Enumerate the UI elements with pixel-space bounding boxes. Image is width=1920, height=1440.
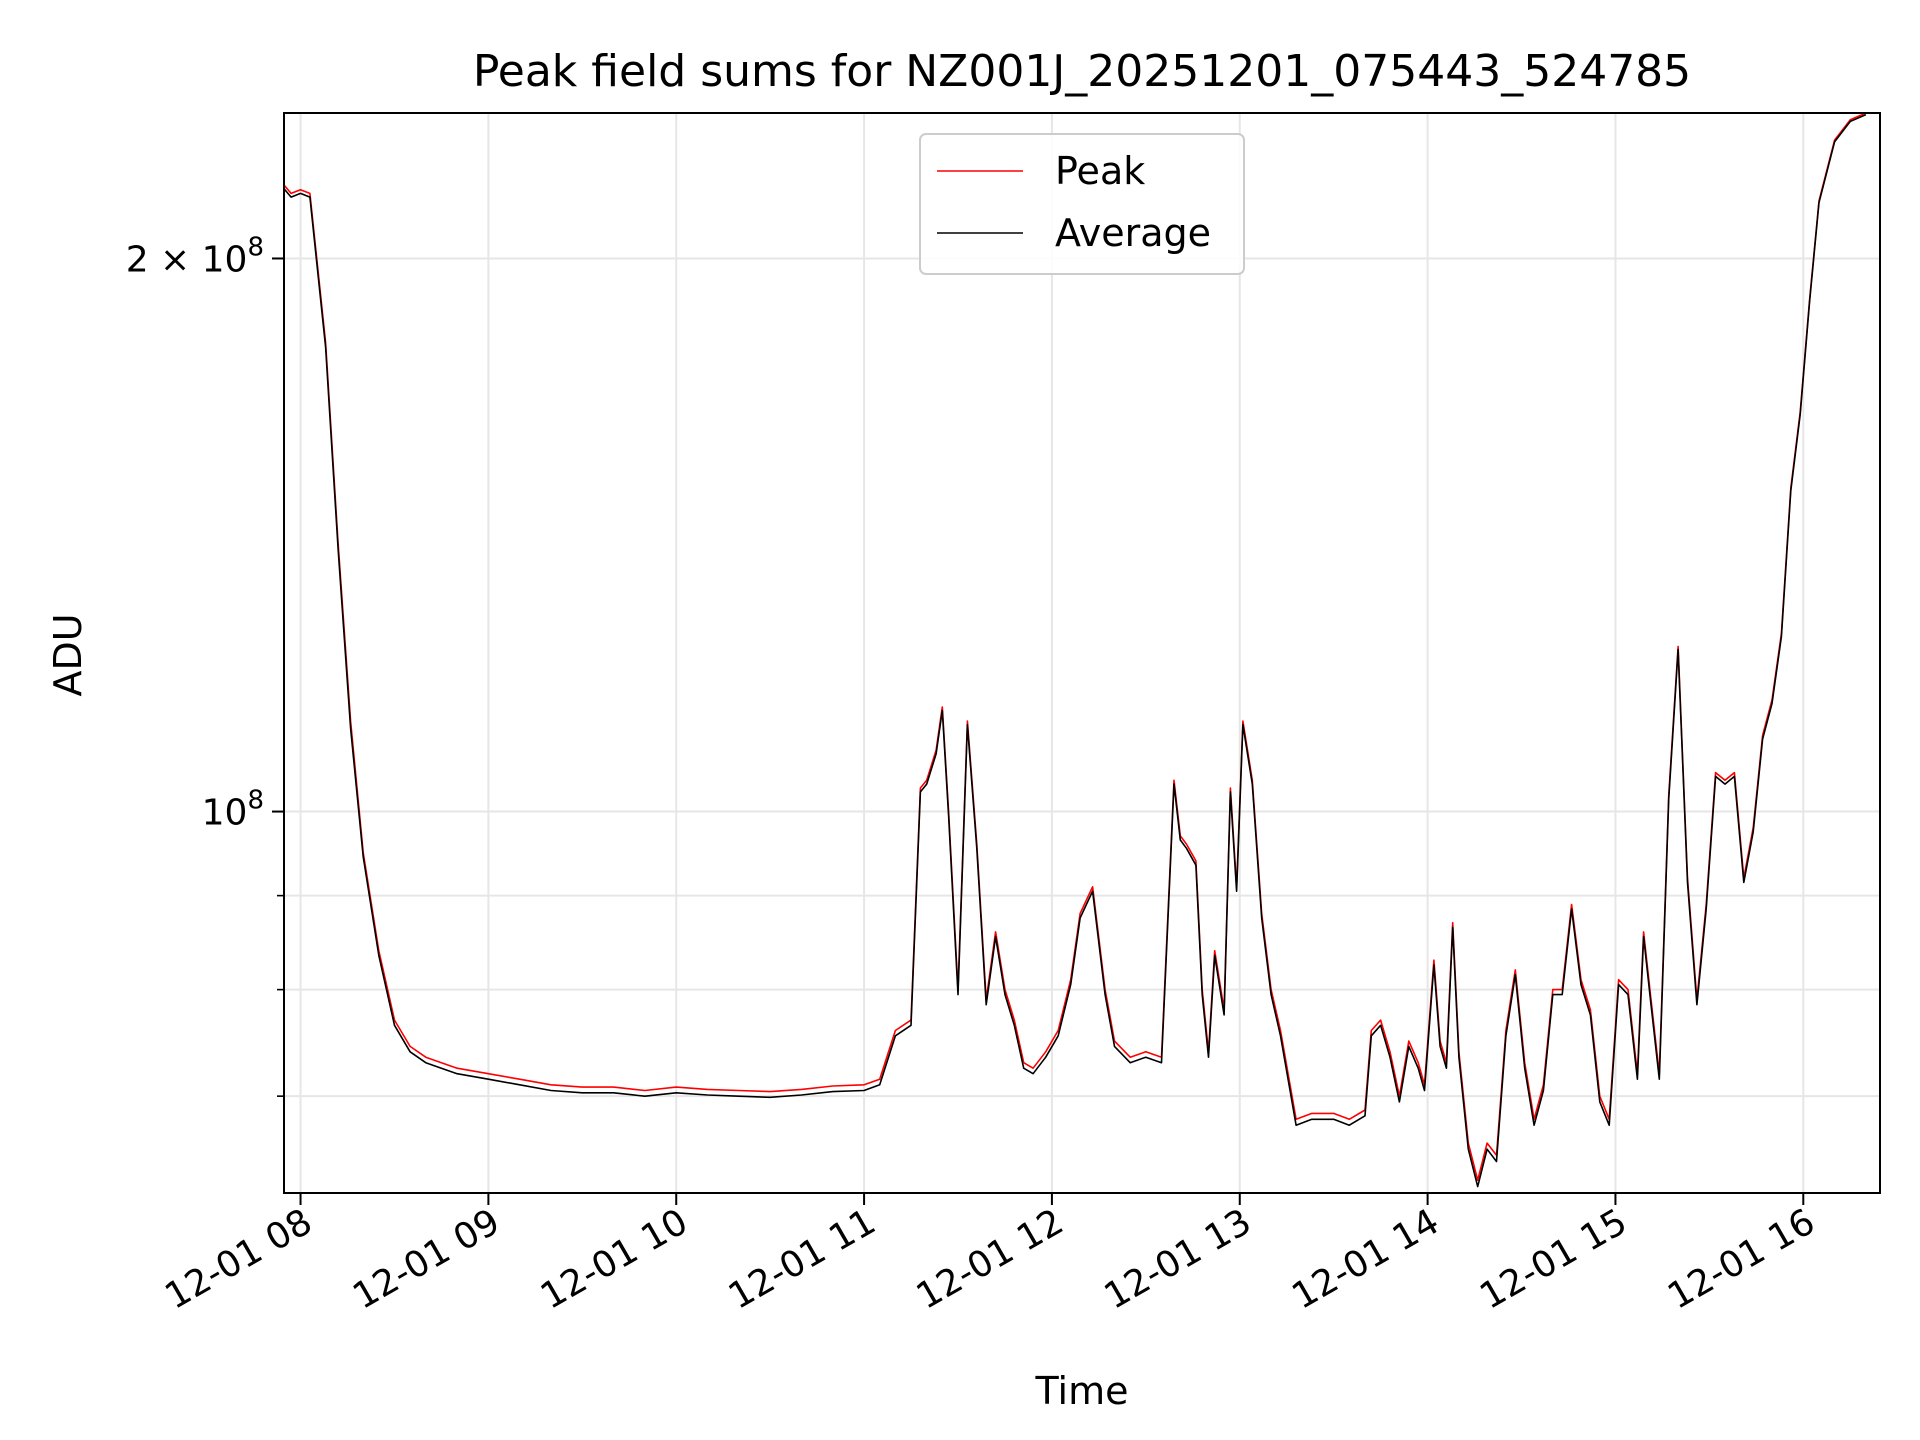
chart-title: Peak field sums for NZ001J_20251201_0754…	[473, 46, 1691, 97]
legend-box	[919, 133, 1245, 275]
legend-label-peak: Peak	[1055, 149, 1145, 193]
y-tick-label: 108	[202, 786, 264, 834]
legend-label-average: Average	[1055, 211, 1211, 255]
series-line-average	[284, 113, 1867, 1188]
plot-lines	[284, 113, 1867, 1188]
y-tick-label: 2 × 108	[126, 232, 264, 280]
axes-frame	[283, 112, 1881, 1194]
y-axis-label: ADU	[46, 613, 90, 696]
legend: Peak Average	[919, 133, 1245, 275]
x-axis-label: Time	[1035, 1369, 1129, 1413]
